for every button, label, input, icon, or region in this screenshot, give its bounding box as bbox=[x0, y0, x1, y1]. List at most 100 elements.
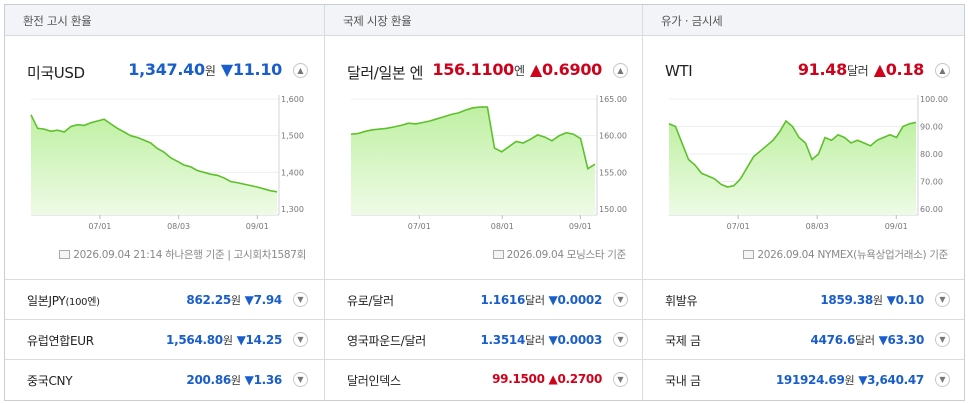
list-item[interactable]: 달러인덱스 99.1500 ▲0.2700 ▼ bbox=[325, 359, 642, 399]
main-title: 달러/일본 엔 bbox=[347, 64, 424, 82]
x-tick-label: 07/01 bbox=[727, 222, 750, 229]
chevron-down-icon[interactable]: ▼ bbox=[613, 372, 628, 387]
chevron-down-icon[interactable]: ▼ bbox=[613, 332, 628, 347]
main-quote[interactable]: WTI 91.48달러 ▲0.18 ▲ 100.00 90.00 80.00 70.0… bbox=[643, 37, 964, 279]
item-value: 4476.6달러 ▼63.30 bbox=[810, 333, 925, 347]
x-tick-label: 08/03 bbox=[806, 222, 829, 229]
item-value: 99.1500 ▲0.2700 bbox=[492, 372, 602, 386]
y-tick-label: 100.00 bbox=[920, 95, 948, 104]
y-tick-label: 80.00 bbox=[920, 150, 943, 159]
price-unit: 엔 bbox=[514, 64, 525, 78]
item-name: 달러인덱스 bbox=[347, 374, 401, 388]
section-header: 유가 · 금시세 bbox=[643, 5, 964, 36]
y-tick-label: 60.00 bbox=[920, 205, 943, 214]
y-tick-label: 150.00 bbox=[599, 205, 627, 214]
list-item[interactable]: 유럽연합EUR 1,564.80원 ▼14.25 ▼ bbox=[5, 319, 324, 359]
main-price: 1,347.40원 ▼11.10 bbox=[128, 60, 282, 79]
list-item[interactable]: 국제 금 4476.6달러 ▼63.30 ▼ bbox=[643, 319, 964, 359]
y-tick-label: 70.00 bbox=[920, 178, 943, 187]
item-name: 국내 금 bbox=[665, 374, 701, 388]
section-exchange-notice: 환전 고시 환율 미국USD 1,347.40원 ▼11.10 ▲ 1,600 1… bbox=[5, 5, 325, 400]
price-chart: 1,600 1,500 1,400 1,300 07/01 08/03 09/01 bbox=[30, 95, 304, 229]
source-note: 2026.09.04 모닝스타 기준 bbox=[492, 247, 626, 262]
price-chart: 100.00 90.00 80.00 70.00 60.00 07/01 08/03 09/0… bbox=[668, 95, 948, 229]
item-value: 1,564.80원 ▼14.25 bbox=[166, 333, 282, 347]
y-tick-label: 90.00 bbox=[920, 123, 943, 132]
change-arrow: ▲ bbox=[530, 60, 543, 79]
price-value: 156.1100 bbox=[432, 60, 514, 79]
list-item[interactable]: 유로/달러 1.1616달러 ▼0.0002 ▼ bbox=[325, 279, 642, 319]
x-tick-label: 07/01 bbox=[408, 222, 431, 229]
item-name: 영국파운드/달러 bbox=[347, 334, 426, 348]
list-item[interactable]: 휘발유 1859.38원 ▼0.10 ▼ bbox=[643, 279, 964, 319]
list-item[interactable]: 중국CNY 200.86원 ▼1.36 ▼ bbox=[5, 359, 324, 399]
series-area bbox=[669, 121, 916, 215]
chevron-down-icon[interactable]: ▼ bbox=[935, 292, 950, 307]
series-line bbox=[668, 119, 917, 188]
series-line bbox=[350, 106, 596, 170]
x-tick-label: 09/01 bbox=[246, 222, 269, 229]
chevron-down-icon[interactable]: ▼ bbox=[935, 332, 950, 347]
chevron-down-icon[interactable]: ▼ bbox=[293, 372, 308, 387]
item-name: 국제 금 bbox=[665, 334, 701, 348]
chevron-up-icon[interactable]: ▲ bbox=[293, 63, 308, 78]
main-price: 91.48달러 ▲0.18 bbox=[798, 60, 924, 79]
item-name: 일본JPY(100엔) bbox=[27, 294, 100, 308]
y-tick-label: 1,300 bbox=[281, 205, 304, 214]
x-tick-label: 08/03 bbox=[167, 222, 190, 229]
document-icon bbox=[59, 250, 71, 259]
section-header: 국제 시장 환율 bbox=[325, 5, 642, 36]
price-chart: 165.00 160.00 155.00 150.00 07/01 08/01 09/01 bbox=[350, 95, 627, 229]
price-unit: 달러 bbox=[846, 64, 869, 78]
change-arrow: ▼ bbox=[220, 60, 233, 79]
x-tick-label: 09/01 bbox=[569, 222, 592, 229]
series-line bbox=[30, 114, 278, 193]
list-item[interactable]: 영국파운드/달러 1.3514달러 ▼0.0003 ▼ bbox=[325, 319, 642, 359]
chevron-down-icon[interactable]: ▼ bbox=[293, 332, 308, 347]
source-note: 2026.09.04 NYMEX(뉴욕상업거래소) 기준 bbox=[743, 247, 948, 262]
x-tick-label: 09/01 bbox=[885, 222, 908, 229]
y-tick-label: 1,500 bbox=[281, 132, 304, 141]
x-tick-label: 08/01 bbox=[491, 222, 514, 229]
section-international-fx: 국제 시장 환율 달러/일본 엔 156.1100엔 ▲0.6900 ▲ 165… bbox=[325, 5, 643, 400]
change-arrow: ▲ bbox=[873, 60, 886, 79]
main-quote[interactable]: 미국USD 1,347.40원 ▼11.10 ▲ 1,600 1,500 1,400… bbox=[5, 37, 324, 279]
change-value: 0.6900 bbox=[542, 60, 602, 79]
y-tick-label: 1,400 bbox=[281, 168, 304, 177]
chevron-down-icon[interactable]: ▼ bbox=[613, 292, 628, 307]
document-icon bbox=[743, 250, 755, 259]
y-tick-label: 165.00 bbox=[599, 95, 627, 104]
chevron-up-icon[interactable]: ▲ bbox=[613, 63, 628, 78]
item-name: 중국CNY bbox=[27, 374, 73, 388]
list-item[interactable]: 국내 금 191924.69원 ▼3,640.47 ▼ bbox=[643, 359, 964, 399]
chevron-up-icon[interactable]: ▲ bbox=[935, 63, 950, 78]
y-tick-label: 160.00 bbox=[599, 132, 627, 141]
x-tick-label: 07/01 bbox=[88, 222, 111, 229]
y-tick-label: 155.00 bbox=[599, 168, 627, 177]
main-quote[interactable]: 달러/일본 엔 156.1100엔 ▲0.6900 ▲ 165.00 160.00… bbox=[325, 37, 642, 279]
item-name: 휘발유 bbox=[665, 294, 698, 308]
section-oil-gold: 유가 · 금시세 WTI 91.48달러 ▲0.18 ▲ 100.00 90.00… bbox=[643, 5, 964, 400]
item-value: 1.1616달러 ▼0.0002 bbox=[480, 293, 603, 307]
exchange-rate-widget: 환전 고시 환율 미국USD 1,347.40원 ▼11.10 ▲ 1,600 1… bbox=[4, 4, 965, 401]
item-value: 1859.38원 ▼0.10 bbox=[820, 293, 924, 307]
main-title: 미국USD bbox=[27, 64, 85, 82]
chevron-down-icon[interactable]: ▼ bbox=[935, 372, 950, 387]
main-title: WTI bbox=[665, 62, 693, 80]
series-area bbox=[31, 114, 277, 215]
price-value: 1,347.40 bbox=[128, 60, 205, 79]
main-price: 156.1100엔 ▲0.6900 bbox=[432, 60, 602, 79]
chevron-down-icon[interactable]: ▼ bbox=[293, 292, 308, 307]
item-name: 유로/달러 bbox=[347, 294, 394, 308]
item-value: 862.25원 ▼7.94 bbox=[186, 293, 282, 307]
item-name: 유럽연합EUR bbox=[27, 334, 94, 348]
price-unit: 원 bbox=[204, 64, 216, 78]
list-item[interactable]: 일본JPY(100엔) 862.25원 ▼7.94 ▼ bbox=[5, 279, 324, 319]
change-value: 0.18 bbox=[885, 60, 925, 79]
item-value: 191924.69원 ▼3,640.47 bbox=[775, 373, 924, 387]
price-value: 91.48 bbox=[797, 60, 847, 79]
source-note: 2026.09.04 21:14 하나은행 기준 | 고시회차1587회 bbox=[59, 247, 306, 262]
document-icon bbox=[492, 250, 504, 259]
change-value: 11.10 bbox=[232, 60, 282, 79]
y-tick-label: 1,600 bbox=[281, 95, 304, 104]
